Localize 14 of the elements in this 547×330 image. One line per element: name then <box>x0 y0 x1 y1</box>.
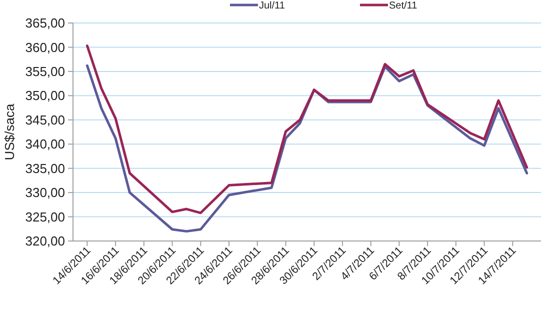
y-tick-label: 350,00 <box>25 88 65 104</box>
y-tick-label: 365,00 <box>25 16 65 31</box>
legend-label: Jul/11 <box>259 0 286 12</box>
y-tick-label: 345,00 <box>25 112 65 128</box>
y-tick-label: 355,00 <box>25 64 65 79</box>
y-axis-title: US$/saca <box>2 103 17 160</box>
line-series <box>86 44 528 214</box>
legend-label: Set/11 <box>389 0 418 12</box>
y-tick-label: 320,00 <box>25 234 65 249</box>
y-tick-label: 360,00 <box>25 40 65 55</box>
y-tick-label: 330,00 <box>25 185 65 200</box>
y-tick-label: 340,00 <box>25 136 65 152</box>
y-tick-label: 335,00 <box>25 160 65 176</box>
y-tick-label: 325,00 <box>25 209 65 224</box>
